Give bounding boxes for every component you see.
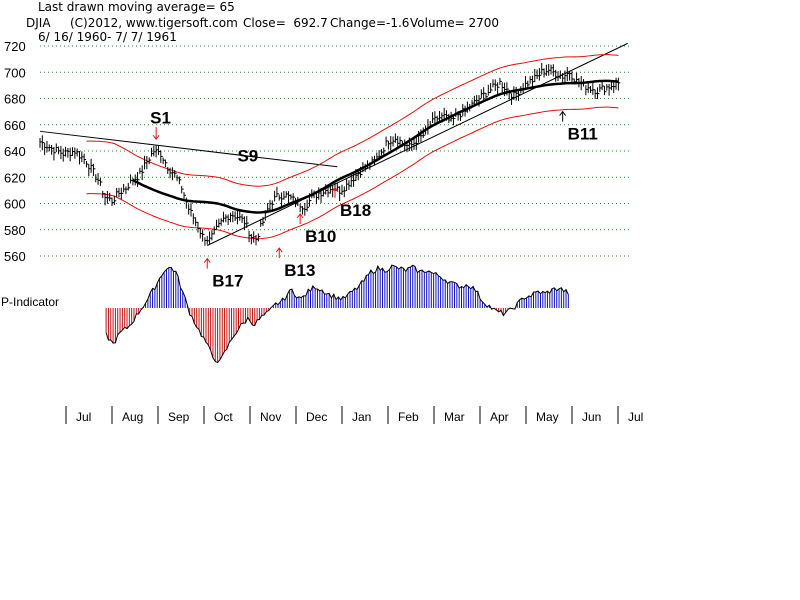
month-label: Dec <box>306 410 327 424</box>
moving-average-line <box>132 79 619 214</box>
x-axis: Jul Aug Sep Oct Nov Dec Jan Feb Mar Apr May Jun Jul <box>65 406 643 424</box>
y-tick-label: 660 <box>4 118 26 133</box>
y-tick-label: 620 <box>4 170 26 185</box>
price-bars <box>39 62 621 246</box>
close-value: Close= 692.7 <box>243 16 328 30</box>
month-label: Jun <box>582 410 601 424</box>
signal-arrowhead-S1 <box>152 134 160 141</box>
y-tick-label: 640 <box>4 144 26 159</box>
month-label: Oct <box>214 410 233 424</box>
trendline-down-trend <box>39 130 338 168</box>
y-tick-label: 600 <box>4 197 26 212</box>
signal-label-B18: B18 <box>340 201 371 220</box>
change-value: Change=-1.6 <box>330 16 410 30</box>
signal-label-B10: B10 <box>305 227 336 246</box>
month-label: Jul <box>76 410 91 424</box>
month-label: Nov <box>260 410 281 424</box>
signal-arrowhead-B11 <box>559 110 567 116</box>
signal-label-S9: S9 <box>237 147 258 166</box>
month-label: Jan <box>352 410 371 424</box>
signal-arrowhead-B13 <box>275 247 283 253</box>
signal-label-B17: B17 <box>212 272 243 291</box>
ticker-label: DJIA <box>26 16 51 30</box>
signal-arrowhead-B17 <box>203 257 211 263</box>
copyright-label: (C)2012, www.tigersoft.com <box>70 16 238 30</box>
signal-label-S1: S1 <box>150 108 171 127</box>
y-tick-label: 680 <box>4 92 26 107</box>
moving-average-note: Last drawn moving average= 65 <box>38 0 235 14</box>
indicator-label: P-Indicator <box>1 295 59 309</box>
p-indicator <box>105 264 569 364</box>
y-tick-label: 700 <box>4 65 26 80</box>
signal-arrowhead-B18 <box>331 186 339 193</box>
month-label: May <box>536 410 559 424</box>
signal-label-B13: B13 <box>284 261 315 280</box>
y-axis: 720 700 680 660 640 620 600 580 560 <box>4 39 26 264</box>
lower-band-line <box>86 106 619 240</box>
month-label: Feb <box>398 410 419 424</box>
y-tick-label: 560 <box>4 249 26 264</box>
volume-value: Volume= 2700 <box>410 16 500 30</box>
month-label: Apr <box>490 410 509 424</box>
signal-label-B11: B11 <box>568 125 598 144</box>
month-label: Mar <box>444 410 465 424</box>
month-label: Sep <box>168 410 190 424</box>
y-tick-label: 580 <box>4 223 26 238</box>
date-range: 6/ 16/ 1960- 7/ 7/ 1961 <box>38 30 177 44</box>
month-label: Jul <box>628 410 643 424</box>
signal-arrowhead-B10 <box>296 213 304 219</box>
indicator-outline <box>105 264 569 364</box>
y-tick-label: 720 <box>4 39 26 54</box>
month-label: Aug <box>122 410 143 424</box>
